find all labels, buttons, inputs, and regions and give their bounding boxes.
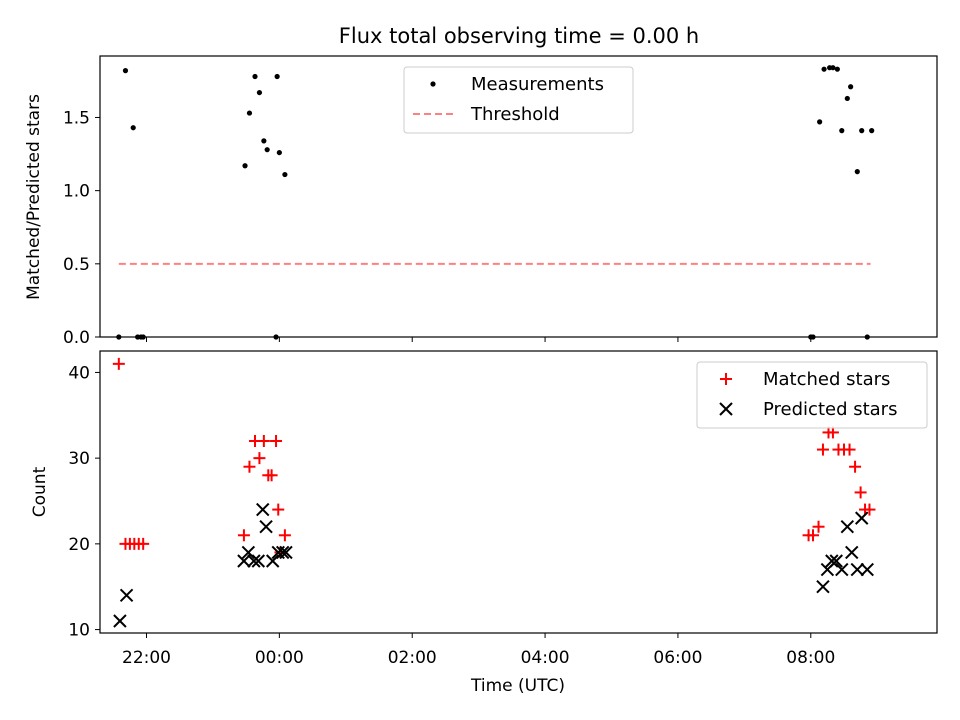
measurement-point bbox=[830, 65, 836, 71]
matched-star-point bbox=[274, 546, 287, 559]
matched-star-point bbox=[270, 435, 283, 447]
measurement-point bbox=[246, 110, 253, 116]
measurement-point bbox=[242, 163, 248, 169]
measurement-point bbox=[276, 149, 282, 156]
measurement-point bbox=[844, 95, 850, 102]
bottom-y-tick-label: 20 bbox=[68, 535, 90, 555]
measurement-point bbox=[854, 169, 860, 175]
measurement-point bbox=[264, 147, 270, 153]
legend-marker-measurements bbox=[430, 81, 436, 87]
predicted-star-point bbox=[259, 520, 273, 534]
legend-marker-predicted-stars bbox=[719, 402, 733, 416]
predicted-star-point bbox=[256, 502, 270, 517]
bottom-plot-frame bbox=[99, 350, 938, 634]
matched-star-point bbox=[863, 503, 876, 516]
measurement-point bbox=[869, 128, 875, 134]
matched-star-point bbox=[237, 529, 250, 542]
measurement-point bbox=[274, 73, 280, 80]
bottom-y-tick-label: 30 bbox=[68, 449, 90, 469]
measurement-point bbox=[252, 73, 258, 80]
matched-star-point bbox=[137, 537, 150, 550]
predicted-star-point bbox=[860, 562, 874, 577]
predicted-star-point bbox=[113, 614, 127, 628]
measurement-point bbox=[130, 125, 136, 131]
legend-label-measurements: Measurements bbox=[471, 74, 604, 95]
predicted-star-point bbox=[850, 562, 864, 577]
matched-star-point bbox=[265, 469, 278, 482]
predicted-star-point bbox=[829, 554, 843, 568]
matched-star-point bbox=[253, 452, 266, 465]
matched-star-point bbox=[272, 503, 285, 516]
measurement-point bbox=[282, 171, 288, 178]
bottom-y-tick-label: 10 bbox=[68, 621, 90, 641]
x-tick-label: 22:00 bbox=[122, 648, 171, 668]
matched-star-point bbox=[854, 486, 867, 499]
top-chart-title: Flux total observing time = 0.00 h bbox=[339, 24, 699, 48]
legend-label-threshold: Threshold bbox=[470, 104, 560, 125]
measurement-point bbox=[859, 128, 865, 134]
predicted-star-point bbox=[119, 588, 134, 602]
legend-label-matched-stars: Matched stars bbox=[763, 369, 890, 390]
x-tick-label: 00:00 bbox=[255, 648, 304, 668]
measurement-point bbox=[834, 66, 840, 72]
matched-star-point bbox=[843, 443, 856, 456]
predicted-star-point bbox=[237, 554, 251, 568]
x-tick-label: 04:00 bbox=[521, 648, 570, 668]
x-tick-label: 02:00 bbox=[388, 648, 437, 668]
matched-star-point bbox=[807, 529, 819, 542]
predicted-star-point bbox=[855, 511, 869, 525]
top-plot-frame bbox=[99, 55, 938, 338]
predicted-star-point bbox=[816, 580, 830, 594]
predicted-star-point bbox=[835, 562, 849, 577]
measurement-point bbox=[821, 66, 827, 72]
measurement-point bbox=[122, 68, 129, 74]
bottom-legend: Matched stars Predicted stars bbox=[696, 361, 928, 429]
legend-marker-matched-stars bbox=[720, 373, 732, 385]
predicted-star-point bbox=[275, 545, 290, 560]
matched-star-point bbox=[112, 357, 125, 370]
bottom-y-axis-label: Count bbox=[30, 466, 50, 517]
matched-star-point bbox=[849, 460, 862, 473]
top-y-axis-label: Matched/Predicted stars bbox=[24, 94, 44, 300]
matched-star-point bbox=[243, 460, 256, 473]
matched-star-point bbox=[257, 435, 270, 447]
predicted-star-point bbox=[279, 545, 293, 560]
measurement-point bbox=[817, 119, 823, 125]
measurement-point bbox=[848, 84, 854, 90]
top-y-tick-label: 0.5 bbox=[63, 255, 90, 275]
top-y-tick-label: 0.0 bbox=[63, 328, 90, 348]
predicted-star-point bbox=[247, 554, 261, 568]
measurement-point bbox=[256, 89, 263, 96]
measurement-point bbox=[261, 138, 267, 144]
predicted-star-point bbox=[251, 554, 266, 568]
matched-star-point bbox=[816, 443, 829, 456]
x-tick-label: 06:00 bbox=[653, 648, 702, 668]
top-legend: Measurements Threshold bbox=[403, 66, 634, 134]
x-axis-label: Time (UTC) bbox=[470, 676, 565, 696]
top-plot-panel: 0.0 0.5 1.0 1.5 Matched/Predicted stars Mea… bbox=[24, 55, 938, 348]
bottom-y-tick-label: 40 bbox=[68, 363, 90, 383]
top-y-tick-label: 1.0 bbox=[63, 182, 90, 202]
measurement-point bbox=[839, 128, 845, 134]
matched-star-point bbox=[812, 520, 825, 533]
predicted-star-point bbox=[845, 545, 859, 560]
predicted-star-point bbox=[840, 520, 855, 534]
legend-label-predicted-stars: Predicted stars bbox=[763, 399, 897, 420]
x-tick-label: 08:00 bbox=[786, 648, 835, 668]
top-y-tick-label: 1.5 bbox=[63, 108, 90, 128]
matched-star-point bbox=[278, 529, 291, 542]
